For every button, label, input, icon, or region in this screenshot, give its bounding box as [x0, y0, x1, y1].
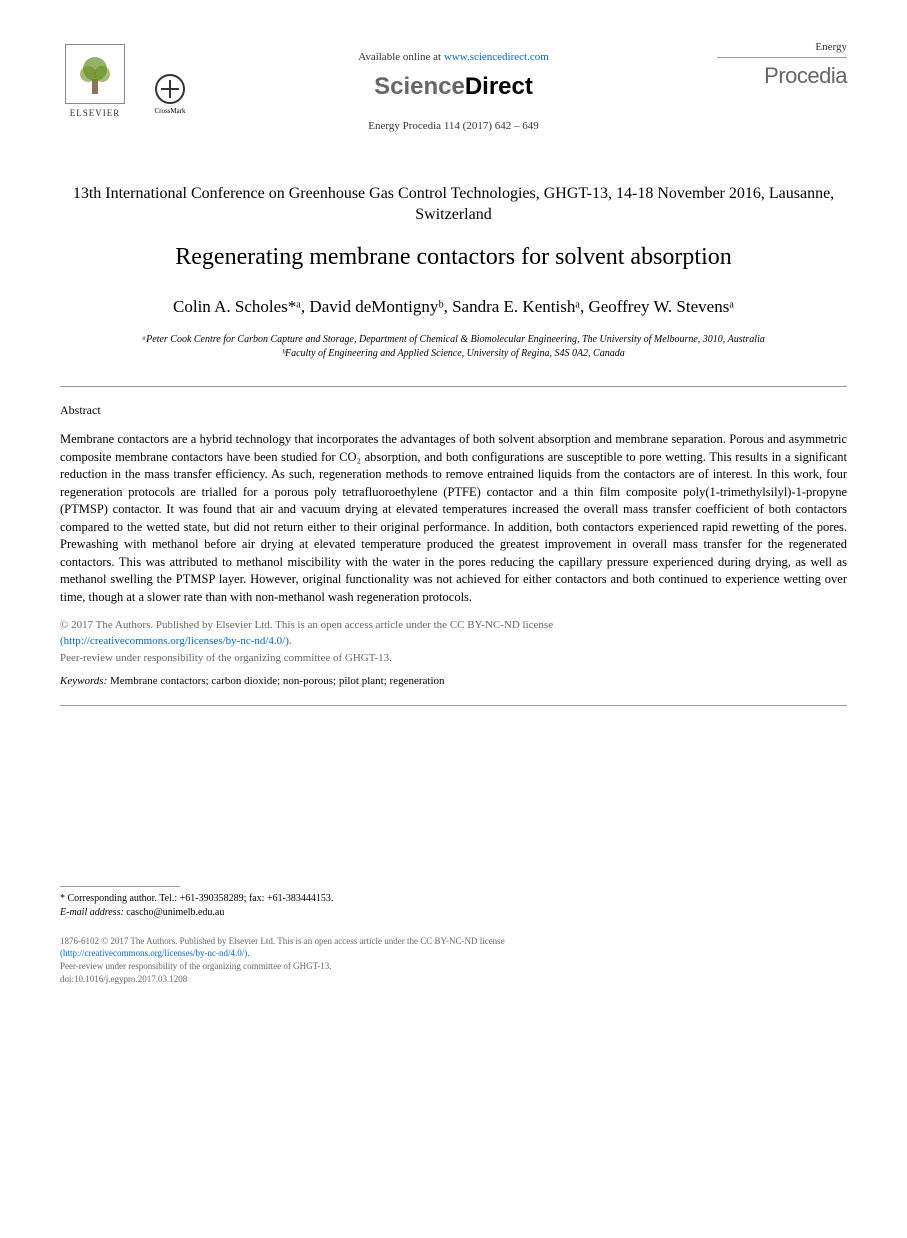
abstract-heading: Abstract	[60, 402, 847, 419]
keywords-text: Membrane contactors; carbon dioxide; non…	[110, 675, 445, 687]
crossmark-label: CrossMark	[154, 107, 185, 117]
sciencedirect-logo: ScienceDirect	[190, 70, 717, 104]
footer-copyright: 1876-6102 © 2017 The Authors. Published …	[60, 935, 847, 985]
footer-peer-review: Peer-review under responsibility of the …	[60, 961, 332, 971]
divider-bottom	[60, 705, 847, 706]
divider-top	[60, 386, 847, 387]
abstract-text: Membrane contactors are a hybrid technol…	[60, 431, 847, 606]
corresponding-author: * Corresponding author. Tel.: +61-390358…	[60, 892, 847, 920]
header-center: Available online at www.sciencedirect.co…	[190, 40, 717, 134]
article-title: Regenerating membrane contactors for sol…	[60, 241, 847, 275]
license-link[interactable]: (http://creativecommons.org/licenses/by-…	[60, 635, 292, 647]
elsevier-tree-icon	[65, 44, 125, 104]
journal-citation: Energy Procedia 114 (2017) 642 – 649	[190, 119, 717, 134]
copyright-line: © 2017 The Authors. Published by Elsevie…	[60, 619, 553, 631]
crossmark-icon	[155, 74, 185, 104]
conference-info: 13th International Conference on Greenho…	[60, 184, 847, 226]
elsevier-label: ELSEVIER	[70, 107, 121, 120]
email-label: E-mail address:	[60, 907, 126, 918]
sd-science-text: Science	[374, 73, 465, 100]
header-row: ELSEVIER CrossMark Available online at w…	[60, 40, 847, 134]
email-address: cascho@unimelb.edu.au	[126, 907, 224, 918]
affiliation-b: ᵇFaculty of Engineering and Applied Scie…	[60, 347, 847, 361]
keywords-label: Keywords:	[60, 675, 110, 687]
email-line: E-mail address: cascho@unimelb.edu.au	[60, 906, 847, 920]
available-online-text: Available online at www.sciencedirect.co…	[190, 50, 717, 65]
energy-label: Energy	[717, 40, 847, 58]
corresponding-label: * Corresponding author. Tel.: +61-390358…	[60, 892, 847, 906]
header-left: ELSEVIER CrossMark	[60, 40, 190, 120]
footer-section: * Corresponding author. Tel.: +61-390358…	[60, 886, 847, 985]
copyright-block: © 2017 The Authors. Published by Elsevie…	[60, 618, 847, 649]
sd-direct-text: Direct	[465, 73, 533, 100]
doi-text: doi:10.1016/j.egypro.2017.03.1208	[60, 974, 187, 984]
issn-line: 1876-6102 © 2017 The Authors. Published …	[60, 936, 505, 946]
affiliation-a: ᵃPeter Cook Centre for Carbon Capture an…	[60, 333, 847, 347]
keywords-block: Keywords: Membrane contactors; carbon di…	[60, 674, 847, 689]
footnote-divider	[60, 886, 180, 887]
footer-license-link[interactable]: (http://creativecommons.org/licenses/by-…	[60, 948, 250, 958]
sciencedirect-url[interactable]: www.sciencedirect.com	[444, 51, 549, 63]
peer-review-text: Peer-review under responsibility of the …	[60, 651, 847, 666]
elsevier-logo: ELSEVIER	[60, 40, 130, 120]
authors-list: Colin A. Scholes*ᵃ, David deMontignyᵇ, S…	[60, 295, 847, 319]
available-prefix: Available online at	[358, 51, 444, 63]
affiliations: ᵃPeter Cook Centre for Carbon Capture an…	[60, 333, 847, 361]
header-right: Energy Procedia	[717, 40, 847, 92]
procedia-label: Procedia	[717, 61, 847, 92]
crossmark-logo[interactable]: CrossMark	[150, 70, 190, 120]
